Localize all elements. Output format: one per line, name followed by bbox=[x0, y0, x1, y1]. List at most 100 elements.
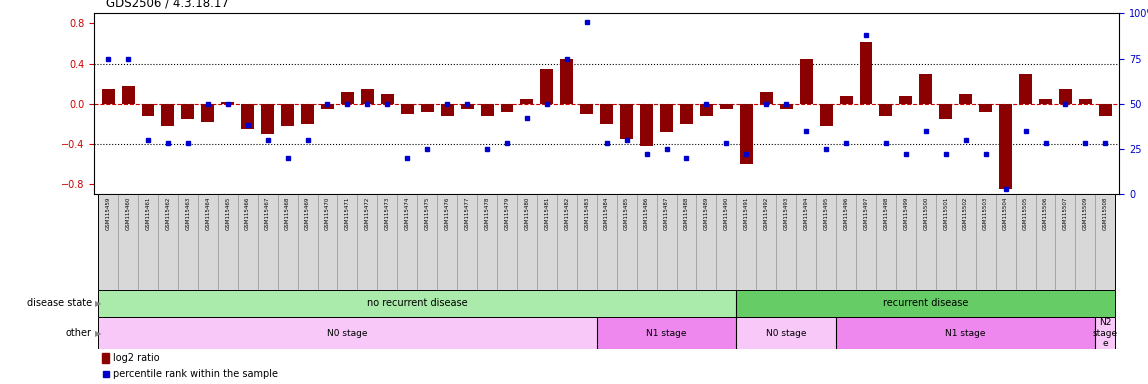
Bar bbox=[241, 104, 254, 129]
Bar bbox=[1079, 99, 1092, 104]
Bar bbox=[739, 104, 753, 164]
Text: GSM115482: GSM115482 bbox=[565, 197, 569, 230]
Bar bbox=[939, 104, 952, 119]
Bar bbox=[580, 104, 594, 114]
Bar bbox=[417, 194, 437, 290]
Text: GSM115460: GSM115460 bbox=[125, 197, 131, 230]
Text: ▶: ▶ bbox=[95, 299, 102, 308]
Text: N0 stage: N0 stage bbox=[766, 329, 807, 338]
Bar bbox=[420, 104, 434, 112]
Bar bbox=[800, 59, 813, 104]
Bar bbox=[657, 194, 676, 290]
Text: GSM115475: GSM115475 bbox=[425, 197, 429, 230]
Text: GSM115498: GSM115498 bbox=[884, 197, 889, 230]
Text: recurrent disease: recurrent disease bbox=[883, 298, 969, 308]
Text: GSM115472: GSM115472 bbox=[365, 197, 370, 230]
Text: GSM115487: GSM115487 bbox=[664, 197, 669, 230]
Bar bbox=[641, 104, 653, 146]
Text: GSM115481: GSM115481 bbox=[544, 197, 550, 230]
Bar bbox=[517, 194, 537, 290]
Bar bbox=[757, 194, 776, 290]
Text: GSM115478: GSM115478 bbox=[484, 197, 489, 230]
Bar bbox=[497, 194, 517, 290]
Bar bbox=[118, 194, 138, 290]
Text: GSM115509: GSM115509 bbox=[1083, 197, 1088, 230]
Text: GSM115505: GSM115505 bbox=[1023, 197, 1029, 230]
Text: GSM115508: GSM115508 bbox=[1103, 197, 1108, 230]
Text: GSM115493: GSM115493 bbox=[784, 197, 789, 230]
Bar bbox=[600, 104, 613, 124]
Bar bbox=[760, 92, 773, 104]
Bar bbox=[397, 194, 417, 290]
Bar bbox=[1019, 74, 1032, 104]
Bar bbox=[181, 104, 194, 119]
Text: GSM115486: GSM115486 bbox=[644, 197, 649, 230]
Bar bbox=[1058, 89, 1072, 104]
Bar bbox=[597, 317, 736, 349]
Bar bbox=[437, 194, 457, 290]
Bar bbox=[860, 41, 872, 104]
Text: GSM115502: GSM115502 bbox=[963, 197, 968, 230]
Bar bbox=[916, 194, 936, 290]
Bar bbox=[1016, 194, 1035, 290]
Bar bbox=[141, 104, 155, 116]
Bar bbox=[856, 194, 876, 290]
Bar bbox=[616, 194, 637, 290]
Bar bbox=[620, 104, 634, 139]
Text: GSM115476: GSM115476 bbox=[444, 197, 450, 230]
Bar bbox=[920, 74, 932, 104]
Text: no recurrent disease: no recurrent disease bbox=[367, 298, 467, 308]
Bar bbox=[820, 104, 832, 126]
Bar bbox=[836, 317, 1095, 349]
Bar bbox=[257, 194, 278, 290]
Text: GSM115464: GSM115464 bbox=[205, 197, 210, 230]
Bar bbox=[1095, 194, 1116, 290]
Bar bbox=[1076, 194, 1095, 290]
Bar bbox=[816, 194, 836, 290]
Bar bbox=[321, 104, 334, 109]
Bar bbox=[1035, 194, 1055, 290]
Bar bbox=[278, 194, 297, 290]
Bar bbox=[976, 194, 995, 290]
Text: GSM115499: GSM115499 bbox=[903, 197, 908, 230]
Bar bbox=[1055, 194, 1076, 290]
Bar bbox=[378, 194, 397, 290]
Bar bbox=[122, 86, 134, 104]
Text: GSM115470: GSM115470 bbox=[325, 197, 329, 230]
Bar bbox=[478, 194, 497, 290]
Bar bbox=[401, 104, 413, 114]
Text: GSM115503: GSM115503 bbox=[983, 197, 988, 230]
Bar bbox=[1039, 99, 1052, 104]
Text: GSM115495: GSM115495 bbox=[823, 197, 829, 230]
Text: GSM115507: GSM115507 bbox=[1063, 197, 1068, 230]
Bar bbox=[1095, 317, 1116, 349]
Bar bbox=[218, 194, 238, 290]
Text: GSM115501: GSM115501 bbox=[944, 197, 948, 230]
Bar bbox=[460, 104, 474, 109]
Text: percentile rank within the sample: percentile rank within the sample bbox=[113, 369, 278, 379]
Text: GSM115477: GSM115477 bbox=[465, 197, 470, 230]
Bar bbox=[700, 104, 713, 116]
Text: GSM115483: GSM115483 bbox=[584, 197, 589, 230]
Text: GSM115469: GSM115469 bbox=[305, 197, 310, 230]
Bar bbox=[541, 69, 553, 104]
Text: GSM115496: GSM115496 bbox=[844, 197, 848, 230]
Bar bbox=[338, 194, 357, 290]
Bar bbox=[98, 317, 597, 349]
Text: log2 ratio: log2 ratio bbox=[113, 353, 160, 363]
Bar bbox=[318, 194, 338, 290]
Text: GSM115490: GSM115490 bbox=[724, 197, 729, 230]
Bar bbox=[876, 194, 895, 290]
Bar bbox=[537, 194, 557, 290]
Bar bbox=[238, 194, 257, 290]
Bar bbox=[102, 89, 115, 104]
Text: GDS2506 / 4.3.18.17: GDS2506 / 4.3.18.17 bbox=[106, 0, 228, 10]
Bar bbox=[201, 104, 215, 122]
Bar bbox=[178, 194, 197, 290]
Bar bbox=[262, 104, 274, 134]
Bar bbox=[936, 194, 956, 290]
Text: GSM115480: GSM115480 bbox=[525, 197, 529, 230]
Bar bbox=[736, 194, 757, 290]
Bar bbox=[597, 194, 616, 290]
Bar bbox=[995, 194, 1016, 290]
